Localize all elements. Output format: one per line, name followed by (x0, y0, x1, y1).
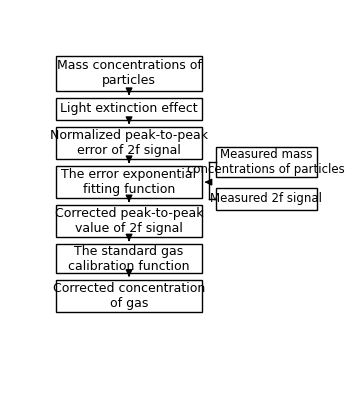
FancyBboxPatch shape (56, 56, 202, 91)
Text: Normalized peak-to-peak
error of 2f signal: Normalized peak-to-peak error of 2f sign… (50, 129, 208, 157)
Text: The standard gas
calibration function: The standard gas calibration function (68, 244, 190, 272)
FancyBboxPatch shape (216, 148, 317, 177)
FancyBboxPatch shape (56, 244, 202, 273)
FancyBboxPatch shape (216, 188, 317, 210)
Text: The error exponential
fitting function: The error exponential fitting function (61, 168, 197, 196)
FancyBboxPatch shape (56, 166, 202, 198)
Text: Corrected concentration
of gas: Corrected concentration of gas (53, 282, 205, 310)
Text: Mass concentrations of
particles: Mass concentrations of particles (57, 60, 201, 88)
FancyBboxPatch shape (56, 205, 202, 238)
FancyBboxPatch shape (56, 98, 202, 120)
Text: Corrected peak-to-peak
value of 2f signal: Corrected peak-to-peak value of 2f signa… (55, 207, 203, 235)
Text: Measured mass
concentrations of particles: Measured mass concentrations of particle… (187, 148, 345, 176)
FancyBboxPatch shape (56, 127, 202, 159)
Text: Light extinction effect: Light extinction effect (60, 102, 198, 116)
FancyBboxPatch shape (56, 280, 202, 312)
Text: Measured 2f signal: Measured 2f signal (210, 192, 322, 205)
